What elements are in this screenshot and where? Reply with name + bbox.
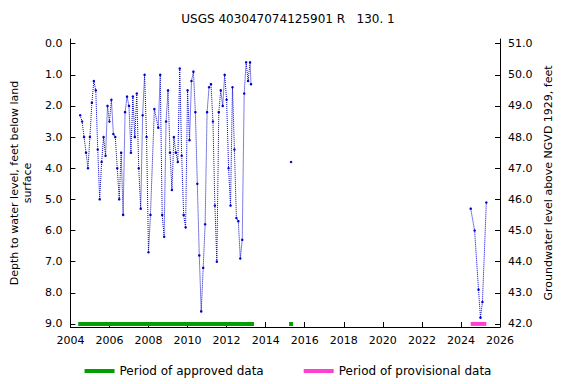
svg-text:2.0: 2.0 [45,99,63,112]
svg-text:2026: 2026 [486,334,514,347]
svg-text:45.0: 45.0 [508,224,533,237]
svg-text:Period of provisional data: Period of provisional data [339,364,492,378]
svg-text:49.0: 49.0 [508,99,533,112]
svg-text:2016: 2016 [291,334,319,347]
svg-text:2014: 2014 [252,334,280,347]
svg-text:2024: 2024 [447,334,475,347]
svg-text:7.0: 7.0 [45,255,63,268]
svg-text:8.0: 8.0 [45,286,63,299]
svg-text:4.0: 4.0 [45,162,63,175]
svg-text:51.0: 51.0 [508,37,533,50]
svg-text:surface: surface [21,162,34,203]
svg-text:1.0: 1.0 [45,68,63,81]
svg-text:2006: 2006 [95,334,123,347]
svg-text:42.0: 42.0 [508,317,533,330]
svg-text:6.0: 6.0 [45,224,63,237]
svg-text:Groundwater level above NGVD 1: Groundwater level above NGVD 1929, feet [542,65,555,301]
svg-text:50.0: 50.0 [508,68,533,81]
svg-text:44.0: 44.0 [508,255,533,268]
svg-text:43.0: 43.0 [508,286,533,299]
svg-text:Period of approved data: Period of approved data [120,364,264,378]
svg-text:5.0: 5.0 [45,193,63,206]
svg-text:48.0: 48.0 [508,131,533,144]
svg-text:0.0: 0.0 [45,37,63,50]
svg-text:46.0: 46.0 [508,193,533,206]
svg-text:2004: 2004 [56,334,84,347]
svg-text:3.0: 3.0 [45,131,63,144]
svg-text:2022: 2022 [408,334,436,347]
svg-text:2018: 2018 [330,334,358,347]
svg-text:2008: 2008 [135,334,163,347]
svg-text:2010: 2010 [174,334,202,347]
svg-text:USGS 403047074125901 R 130.: USGS 403047074125901 R 130. 1 [181,12,394,26]
svg-text:47.0: 47.0 [508,162,533,175]
svg-text:2012: 2012 [213,334,241,347]
svg-text:2020: 2020 [369,334,397,347]
svg-text:9.0: 9.0 [45,317,63,330]
svg-text:Depth to water level, feet bel: Depth to water level, feet below land [8,81,21,286]
